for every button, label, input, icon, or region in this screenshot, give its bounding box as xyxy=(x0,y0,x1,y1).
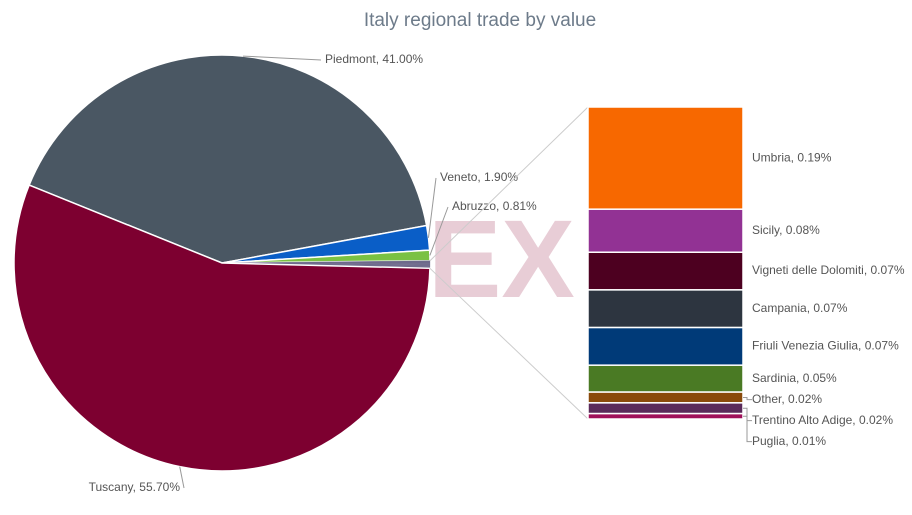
leader-line xyxy=(743,396,752,401)
data-label: Trentino Alto Adige, 0.02% xyxy=(752,413,893,427)
bar-segment xyxy=(587,106,744,210)
data-label: Sicily, 0.08% xyxy=(752,223,820,237)
leader-line xyxy=(429,206,449,256)
bar-segment xyxy=(587,208,744,253)
leader-line xyxy=(743,415,752,443)
watermark: EX xyxy=(428,198,575,321)
bar-segment xyxy=(587,326,744,366)
data-label: Veneto, 1.90% xyxy=(440,170,518,184)
bar-segment xyxy=(587,364,744,393)
leader-line xyxy=(243,55,322,61)
data-label: Friuli Venezia Giulia, 0.07% xyxy=(752,339,899,353)
data-label: Sardinia, 0.05% xyxy=(752,371,837,385)
data-label: Campania, 0.07% xyxy=(752,301,848,315)
connector xyxy=(429,267,589,420)
data-label: Abruzzo, 0.81% xyxy=(452,199,537,213)
leader-line xyxy=(743,407,752,422)
connector xyxy=(429,106,589,262)
pie-slice xyxy=(13,184,431,472)
pie-slice xyxy=(28,54,428,264)
bar-segment xyxy=(587,289,744,329)
bar-segment xyxy=(587,402,744,415)
leader-line xyxy=(179,466,185,489)
data-label: Piedmont, 41.00% xyxy=(325,52,423,66)
bar-segment xyxy=(587,391,744,404)
chart-title: Italy regional trade by value xyxy=(364,10,596,31)
leader-line xyxy=(427,177,437,238)
data-label: Tuscany, 55.70% xyxy=(89,480,181,494)
data-label: Other, 0.02% xyxy=(752,392,822,406)
data-label: Vigneti delle Dolomiti, 0.07% xyxy=(752,263,905,277)
data-label: Umbria, 0.19% xyxy=(752,150,832,164)
bar-segment xyxy=(587,412,744,420)
bar-segment xyxy=(587,251,744,291)
data-label: Puglia, 0.01% xyxy=(752,434,826,448)
